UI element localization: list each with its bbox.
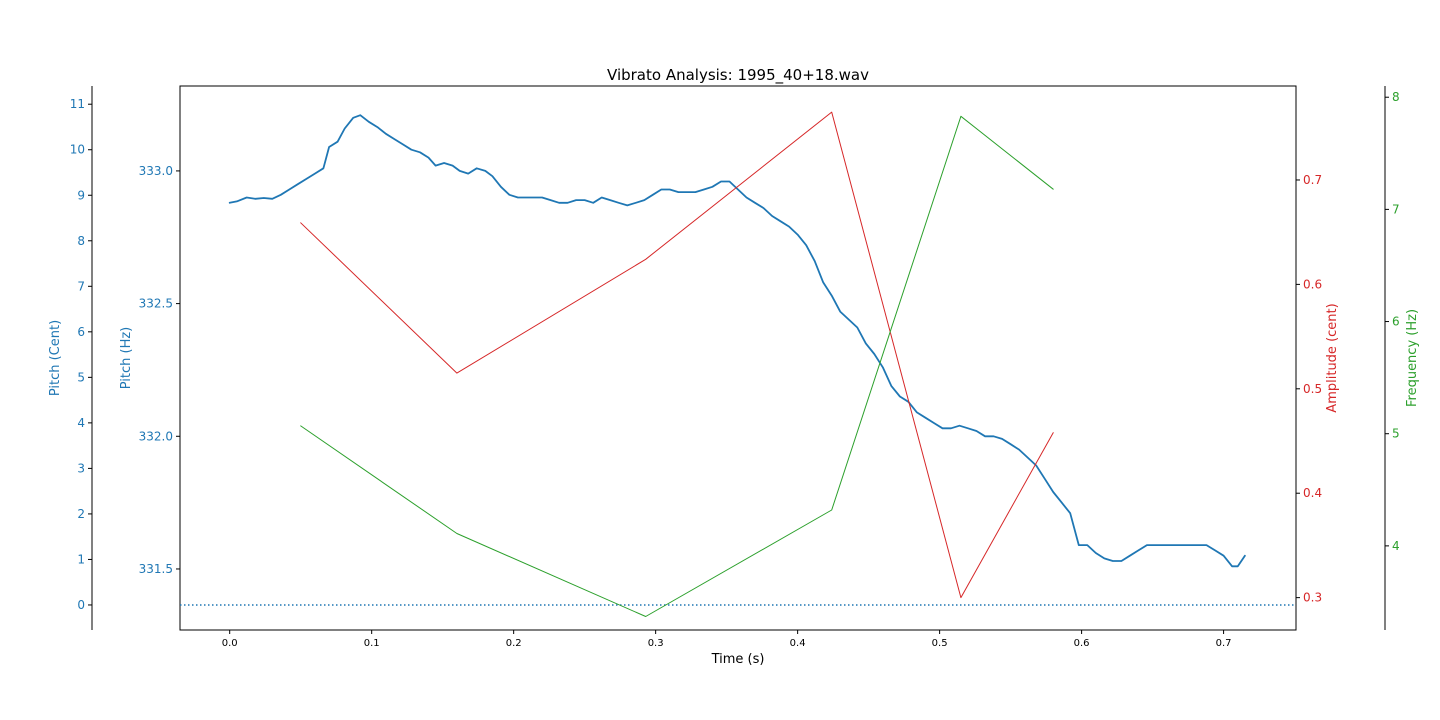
hz-axis-label: Pitch (Hz)	[119, 327, 134, 390]
cent-tick-label: 3	[77, 461, 85, 475]
cent-tick-label: 7	[77, 279, 85, 293]
x-tick-label: 0.7	[1216, 638, 1232, 649]
frequency-tick-label: 5	[1392, 427, 1400, 441]
amplitude-line	[300, 111, 1054, 599]
cent-axis-label: Pitch (Cent)	[48, 320, 63, 396]
frequency-tick-label: 6	[1392, 315, 1400, 329]
hz-axis: 331.5 332.0 332.5 333.0	[139, 164, 180, 576]
x-tick-label: 0.5	[932, 638, 948, 649]
amplitude-tick-label: 0.4	[1303, 486, 1322, 500]
frequency-line	[300, 115, 1054, 617]
x-tick-label: 0.2	[506, 638, 522, 649]
amplitude-tick-label: 0.7	[1303, 173, 1322, 187]
x-tick-label: 0.6	[1074, 638, 1090, 649]
cent-tick-label: 5	[77, 370, 85, 384]
cent-tick-label: 6	[77, 325, 85, 339]
cent-tick-label: 9	[77, 188, 85, 202]
cent-tick-label: 1	[77, 552, 85, 566]
hz-tick-label: 332.0	[139, 429, 173, 443]
x-tick-label: 0.0	[222, 638, 238, 649]
hz-tick-label: 333.0	[139, 164, 173, 178]
frequency-tick-label: 4	[1392, 539, 1400, 553]
plot-frame	[179, 85, 1297, 631]
x-axis-label: Time (s)	[711, 652, 765, 667]
cent-axis: 0 1 2 3 4 5 6 7 8 9 10 11	[70, 86, 93, 630]
chart-title: Vibrato Analysis: 1995_40+18.wav	[607, 66, 869, 85]
cent-tick-label: 10	[70, 143, 85, 157]
frequency-tick-label: 8	[1392, 90, 1400, 104]
x-tick-label: 0.4	[790, 638, 806, 649]
cent-tick-label: 0	[77, 598, 85, 612]
cent-tick-label: 11	[70, 97, 85, 111]
amplitude-axis: 0.3 0.4 0.5 0.6 0.7	[1296, 173, 1322, 605]
amplitude-tick-label: 0.3	[1303, 591, 1322, 605]
hz-tick-label: 332.5	[139, 297, 173, 311]
plot-lines	[180, 111, 1296, 617]
cent-tick-label: 2	[77, 507, 85, 521]
frequency-axis-label: Frequency (Hz)	[1405, 309, 1420, 407]
cent-tick-label: 8	[77, 234, 85, 248]
x-tick-label: 0.1	[364, 638, 380, 649]
pitch-hz-line	[228, 114, 1246, 568]
frequency-tick-label: 7	[1392, 202, 1400, 216]
x-axis: 0.0 0.1 0.2 0.3 0.4 0.5 0.6 0.7	[222, 630, 1232, 649]
amplitude-axis-label: Amplitude (cent)	[1325, 303, 1340, 412]
amplitude-tick-label: 0.5	[1303, 382, 1322, 396]
amplitude-tick-label: 0.6	[1303, 277, 1322, 291]
hz-tick-label: 331.5	[139, 562, 173, 576]
cent-tick-label: 4	[77, 416, 85, 430]
x-tick-label: 0.3	[648, 638, 664, 649]
frequency-axis: 4 5 6 7 8	[1384, 86, 1400, 630]
